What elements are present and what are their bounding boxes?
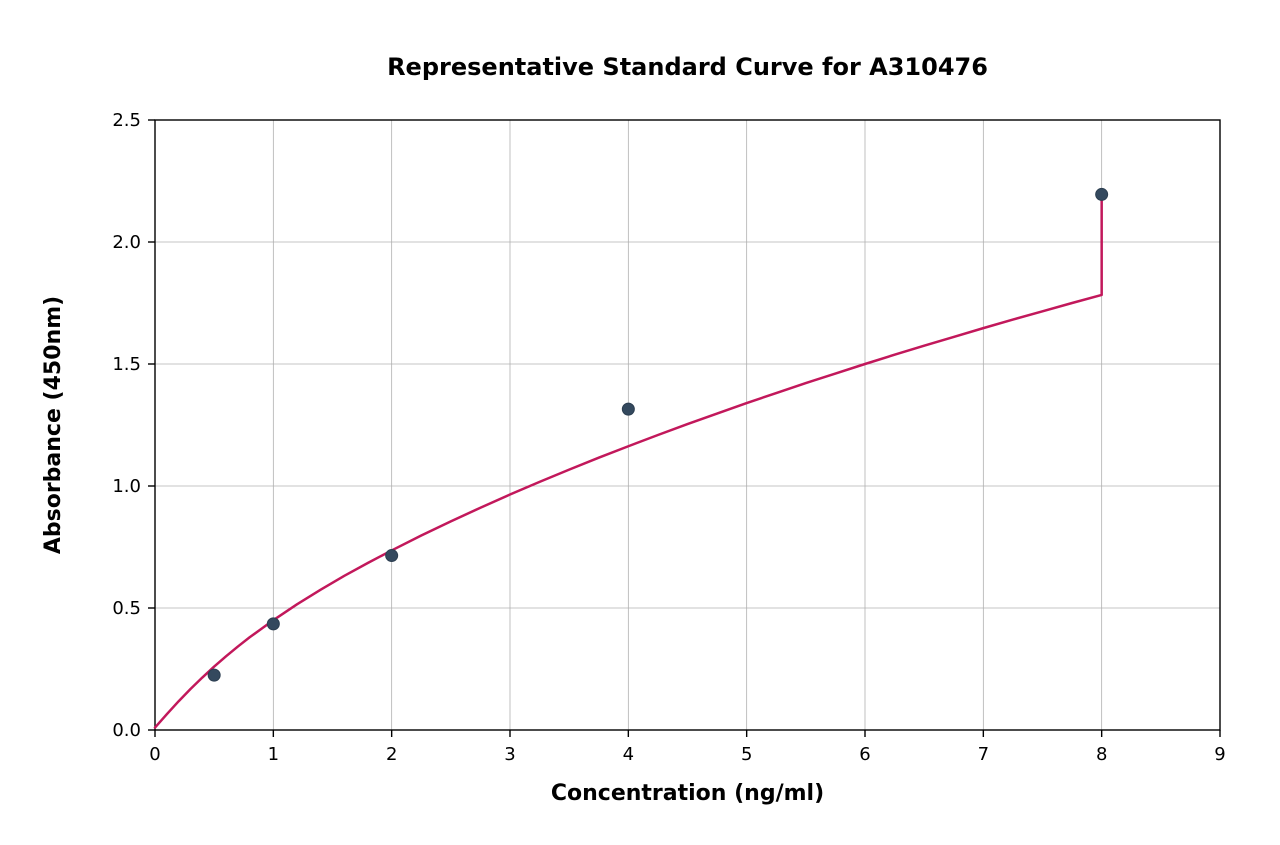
x-tick-label: 4 [623,744,634,765]
x-tick-label: 0 [149,744,160,765]
x-tick-label: 9 [1214,744,1225,765]
chart-background [0,0,1280,845]
data-point [386,550,398,562]
standard-curve-chart: 0 1 2 3 4 5 6 7 8 9 0.0 0.5 1.0 1.5 2.0 2.5 Concentratio… [0,0,1280,845]
y-tick-label: 1.5 [112,354,141,375]
x-tick-label: 1 [268,744,279,765]
x-tick-label: 3 [504,744,515,765]
chart-container: 0 1 2 3 4 5 6 7 8 9 0.0 0.5 1.0 1.5 2.0 2.5 Concentratio… [0,0,1280,845]
y-tick-label: 0.5 [112,598,141,619]
data-point [1096,188,1108,200]
x-tick-label: 2 [386,744,397,765]
data-point [208,669,220,681]
x-tick-label: 8 [1096,744,1107,765]
data-point [267,618,279,630]
x-axis-label: Concentration (ng/ml) [551,781,824,806]
y-tick-label: 2.5 [112,110,141,131]
y-tick-label: 0.0 [112,720,141,741]
y-axis-label: Absorbance (450nm) [41,296,66,554]
x-tick-label: 5 [741,744,752,765]
data-point [622,403,634,415]
chart-title: Representative Standard Curve for A31047… [387,53,988,81]
y-tick-label: 2.0 [112,232,141,253]
x-tick-label: 6 [859,744,870,765]
y-tick-label: 1.0 [112,476,141,497]
x-tick-label: 7 [978,744,989,765]
